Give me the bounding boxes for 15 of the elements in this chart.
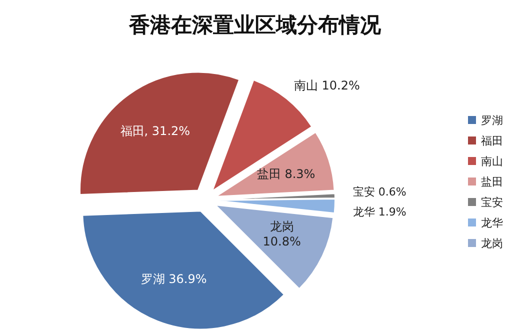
data-label: 南山 10.2% <box>294 78 360 92</box>
legend-label: 南山 <box>481 155 503 168</box>
legend-label: 罗湖 <box>481 114 503 127</box>
legend-label: 龙岗 <box>481 237 503 250</box>
data-label: 福田, 31.2% <box>120 124 190 138</box>
data-label: 龙岗 10.8% <box>262 220 301 249</box>
data-label: 龙华 1.9% <box>352 205 406 218</box>
chart-title: 香港在深置业区域分布情况 <box>128 12 382 37</box>
legend-label: 盐田 <box>481 176 503 188</box>
legend-label: 福田 <box>481 134 503 148</box>
legend-label: 龙华 <box>481 216 503 230</box>
data-label: 罗湖 36.9% <box>140 272 207 286</box>
data-label: 盐田 8.3% <box>256 166 316 181</box>
legend-label: 宝安 <box>481 196 503 209</box>
data-label: 宝安 0.6% <box>352 185 406 198</box>
